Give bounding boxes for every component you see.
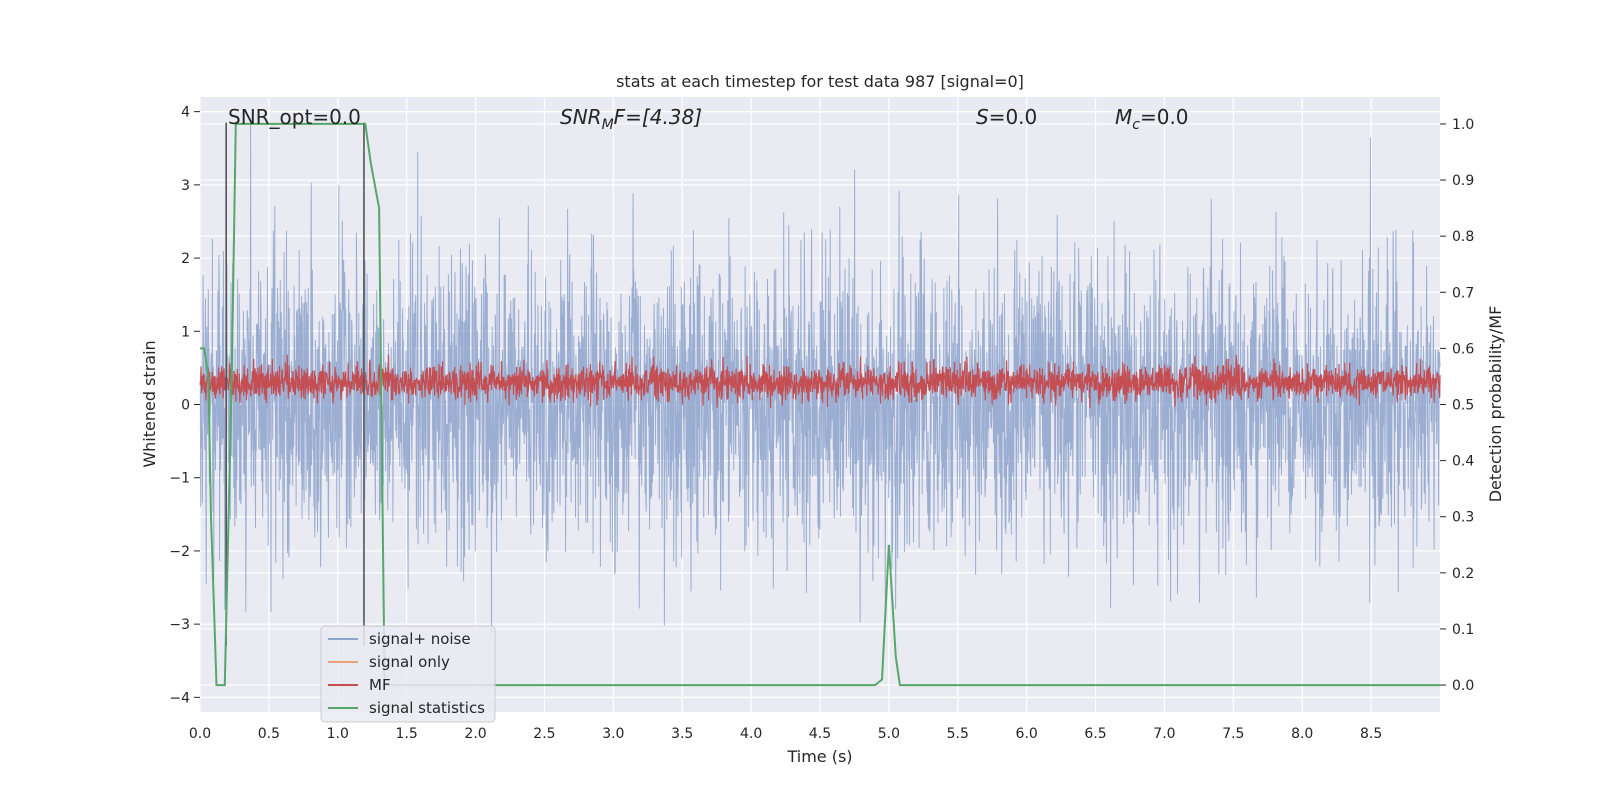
x-tick-label: 1.5	[396, 726, 418, 742]
y-tick-label: −3	[169, 617, 190, 633]
y2-tick-label: 0.5	[1452, 398, 1474, 414]
legend-label-signal-only: signal only	[369, 653, 450, 671]
y-tick-label: 2	[181, 251, 190, 267]
annotation-s-rest: =0.0	[989, 105, 1038, 129]
y-tick-label: 0	[181, 398, 190, 414]
chart-title: stats at each timestep for test data 987…	[616, 72, 1024, 91]
x-tick-label: 4.5	[809, 726, 831, 742]
annotation-mc-rest: =0.0	[1140, 105, 1189, 129]
y2-axis-label: Detection probability/MF	[1486, 306, 1505, 503]
annotation-s: S=0.0	[976, 105, 1037, 129]
x-tick-label: 2.5	[533, 726, 555, 742]
y-tick-label: 1	[181, 324, 190, 340]
y2-tick-label: 0.2	[1452, 566, 1474, 582]
y2-tick-label: 0.3	[1452, 510, 1474, 526]
y-axis-label: Whitened strain	[140, 340, 159, 467]
y-tick-label: −1	[169, 471, 190, 487]
x-tick-label: 0.0	[189, 726, 211, 742]
x-tick-label: 5.0	[878, 726, 900, 742]
series-layer	[199, 118, 1441, 687]
annotation-mc-main: M	[1115, 105, 1132, 129]
annotation-snr-mf-main: SNR	[560, 105, 602, 129]
y2-tick-label: 0.9	[1452, 173, 1474, 189]
y-axis-ticks: 4 3 2 1 0 −1 −2 −3 −4	[169, 105, 200, 706]
annotation-mc: Mc=0.0	[1115, 105, 1189, 133]
x-axis-ticks: 0.0 0.5 1.0 1.5 2.0 2.5 3.0 3.5 4.0 4.5 5.0 5.5 6.0 6…	[189, 726, 1382, 742]
y2-tick-label: 0.1	[1452, 622, 1474, 638]
series-mf	[199, 354, 1441, 409]
x-tick-label: 7.5	[1222, 726, 1244, 742]
x-tick-label: 2.0	[464, 726, 486, 742]
x-tick-label: 5.5	[947, 726, 969, 742]
x-tick-label: 6.5	[1084, 726, 1106, 742]
annotation-snr-mf: SNRMF=[4.38]	[560, 105, 702, 133]
x-tick-label: 3.0	[602, 726, 624, 742]
y-tick-label: −4	[169, 690, 190, 706]
x-tick-label: 1.0	[327, 726, 349, 742]
x-tick-label: 8.0	[1291, 726, 1313, 742]
y2-tick-label: 0.6	[1452, 341, 1474, 357]
y2-tick-label: 0.8	[1452, 229, 1474, 245]
annotation-snr-mf-rest: F=[4.38]	[614, 105, 702, 129]
y2-tick-label: 1.0	[1452, 117, 1474, 133]
x-tick-label: 7.0	[1153, 726, 1175, 742]
x-tick-label: 0.5	[258, 726, 280, 742]
legend: signal+ noise signal only MF signal stat…	[320, 625, 496, 723]
x-tick-label: 6.0	[1016, 726, 1038, 742]
x-axis-label: Time (s)	[786, 747, 852, 766]
annotation-snr-opt: SNR_opt=0.0	[228, 105, 361, 129]
y-tick-label: −2	[169, 544, 190, 560]
x-tick-label: 8.5	[1360, 726, 1382, 742]
annotation-mc-sub: c	[1132, 117, 1140, 133]
y2-axis-ticks: 1.0 0.9 0.8 0.7 0.6 0.5 0.4 0.3 0.2 0.1 0.0	[1440, 117, 1474, 694]
y2-tick-label: 0.7	[1452, 285, 1474, 301]
y-tick-label: 3	[181, 178, 190, 194]
y-tick-label: 4	[181, 105, 190, 121]
annotation-snr-mf-sub: M	[602, 117, 614, 133]
annotation-s-main: S	[976, 105, 989, 129]
x-tick-label: 3.5	[671, 726, 693, 742]
x-tick-label: 4.0	[740, 726, 762, 742]
y2-tick-label: 0.0	[1452, 678, 1474, 694]
legend-label-signal-statistics: signal statistics	[369, 699, 485, 717]
legend-label-mf: MF	[369, 676, 391, 694]
series-signal-statistics	[200, 122, 1440, 687]
legend-label-signal-noise: signal+ noise	[369, 630, 471, 648]
y2-tick-label: 0.4	[1452, 454, 1474, 470]
legend-box	[320, 625, 496, 723]
